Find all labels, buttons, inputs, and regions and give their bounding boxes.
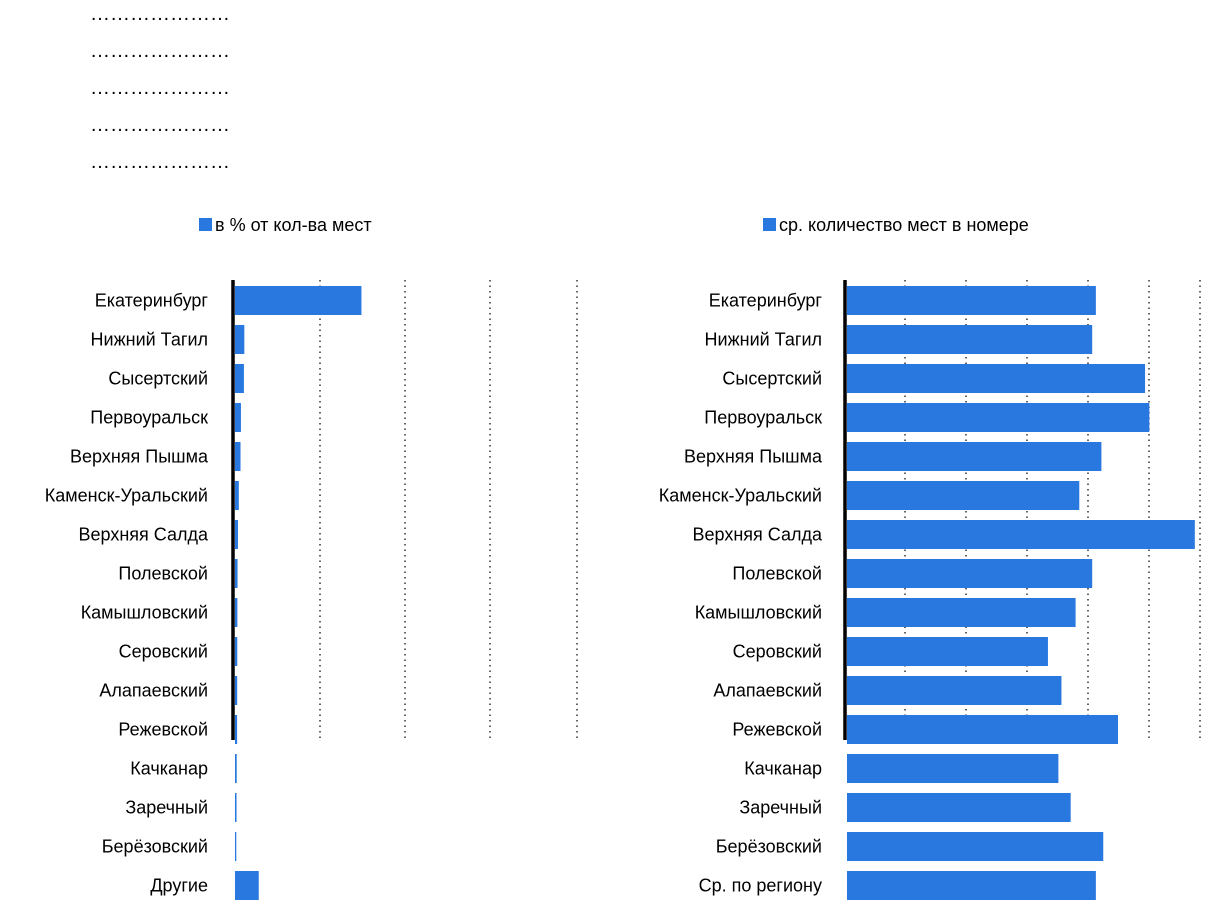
chart1-legend-label: в % от кол-ва мест <box>215 215 372 235</box>
chart1-category-label-16: Другие <box>150 876 208 896</box>
chart1-bar-10 <box>235 637 238 666</box>
chart2-bar-4 <box>847 403 1150 432</box>
chart1-category-label-10: Серовский <box>119 642 208 662</box>
chart2-category-label-8: Полевской <box>732 564 822 584</box>
chart2-bar-10 <box>847 637 1048 666</box>
chart2-category-label-13: Качканар <box>744 759 822 779</box>
dot-leader-3: ………………… <box>90 77 230 99</box>
chart2-category-label-12: Режевской <box>732 720 822 740</box>
dot-leader-1: ………………… <box>90 3 230 25</box>
chart2-category-label-1: Екатеринбург <box>709 291 823 311</box>
chart2-bar-16 <box>847 871 1096 900</box>
chart1-bar-4 <box>235 403 241 432</box>
chart1-bar-5 <box>235 442 241 471</box>
chart1-category-label-15: Берёзовский <box>102 837 208 857</box>
chart2-legend-swatch <box>763 218 776 231</box>
chart2-bar-6 <box>847 481 1080 510</box>
chart1-bar-8 <box>235 559 238 588</box>
chart1-bar-9 <box>235 598 238 627</box>
chart2-category-label-11: Алапаевский <box>713 681 822 701</box>
chart2-bar-3 <box>847 364 1146 393</box>
chart1-bar-14 <box>235 793 237 822</box>
chart2-bar-15 <box>847 832 1104 861</box>
chart2-category-label-9: Камышловский <box>695 603 822 623</box>
chart2-bar-14 <box>847 793 1071 822</box>
chart1-category-label-8: Полевской <box>118 564 208 584</box>
chart1-category-label-5: Верхняя Пышма <box>70 447 209 467</box>
chart1-category-label-9: Камышловский <box>81 603 208 623</box>
chart1-category-label-12: Режевской <box>118 720 208 740</box>
chart2-bar-9 <box>847 598 1076 627</box>
chart1-category-label-6: Каменск-Уральский <box>45 486 208 506</box>
chart1-category-label-11: Алапаевский <box>99 681 208 701</box>
chart2-category-label-6: Каменск-Уральский <box>659 486 822 506</box>
chart2-bar-7 <box>847 520 1195 549</box>
chart2-category-label-7: Верхняя Салда <box>693 525 823 545</box>
chart2-category-label-5: Верхняя Пышма <box>684 447 823 467</box>
chart1-bar-1 <box>235 286 362 315</box>
chart2-legend-label: ср. количество мест в номере <box>779 215 1029 235</box>
chart1-bar-11 <box>235 676 238 705</box>
chart1-bar-2 <box>235 325 245 354</box>
chart2-category-label-16: Ср. по региону <box>699 876 822 896</box>
chart1-category-label-2: Нижний Тагил <box>91 330 208 350</box>
dot-leader-4: ………………… <box>90 114 230 136</box>
chart1-bar-3 <box>235 364 244 393</box>
chart2-bar-2 <box>847 325 1093 354</box>
chart1-bar-13 <box>235 754 237 783</box>
chart1-bar-15 <box>235 832 237 861</box>
chart2-bar-8 <box>847 559 1093 588</box>
chart1-category-label-1: Екатеринбург <box>95 291 209 311</box>
chart2-category-label-10: Серовский <box>733 642 822 662</box>
chart2-category-label-2: Нижний Тагил <box>705 330 822 350</box>
chart1-category-label-3: Сысертский <box>108 369 208 389</box>
chart1-category-label-7: Верхняя Салда <box>79 525 209 545</box>
chart2-category-label-3: Сысертский <box>722 369 822 389</box>
chart2-category-label-15: Берёзовский <box>716 837 822 857</box>
chart2-bar-1 <box>847 286 1096 315</box>
chart1-category-label-4: Первоуральск <box>90 408 208 428</box>
chart2-category-label-4: Первоуральск <box>704 408 822 428</box>
dot-leader-5: ………………… <box>90 151 230 173</box>
chart2-bar-11 <box>847 676 1062 705</box>
chart2-bar-12 <box>847 715 1119 744</box>
chart2-bar-13 <box>847 754 1059 783</box>
chart2-category-label-14: Заречный <box>739 798 822 818</box>
chart1-bar-6 <box>235 481 239 510</box>
chart1-category-label-13: Качканар <box>130 759 208 779</box>
chart1-bar-16 <box>235 871 259 900</box>
chart1-bar-7 <box>235 520 238 549</box>
chart1-legend-swatch <box>199 218 212 231</box>
chart1-bar-12 <box>235 715 238 744</box>
header-dots: ………………… ………………… ………………… ………………… ………………… <box>0 0 400 200</box>
chart1-category-label-14: Заречный <box>125 798 208 818</box>
dot-leader-2: ………………… <box>90 40 230 62</box>
chart2-bar-5 <box>847 442 1102 471</box>
